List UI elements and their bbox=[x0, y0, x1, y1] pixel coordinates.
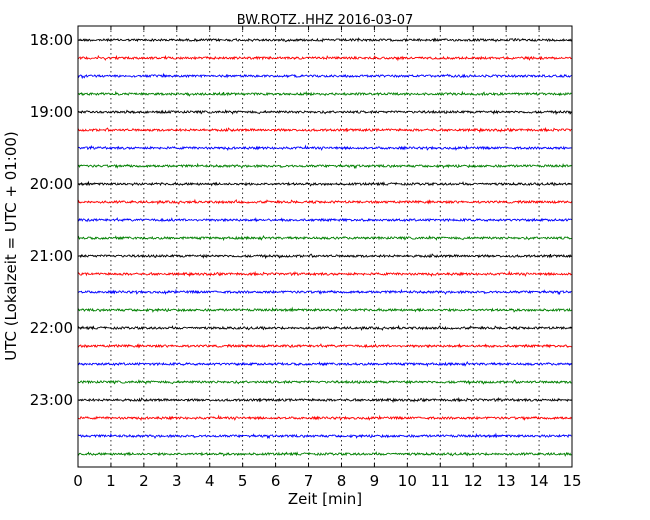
chart-title: BW.ROTZ..HHZ 2016-03-07 bbox=[237, 13, 413, 28]
x-axis: 0 1 2 3 4 5 6 7 8 9 10 11 12 13 14 15 bbox=[73, 26, 582, 490]
x-tick-label: 4 bbox=[205, 472, 215, 490]
trace-2130 bbox=[77, 288, 572, 296]
trace-2015 bbox=[77, 198, 572, 205]
y-axis: 18:00 19:00 20:00 21:00 22:00 23:00 bbox=[30, 31, 572, 409]
x-tick-label: 15 bbox=[562, 472, 581, 490]
y-tick-label: 22:00 bbox=[30, 319, 73, 337]
trace-1900 bbox=[77, 109, 572, 116]
x-tick-label: 8 bbox=[337, 472, 347, 490]
trace-2300 bbox=[77, 396, 572, 404]
x-tick-label: 13 bbox=[497, 472, 516, 490]
trace-1830 bbox=[77, 72, 572, 80]
trace-1945 bbox=[77, 162, 572, 170]
x-tick-label: 0 bbox=[73, 472, 83, 490]
trace-1815 bbox=[77, 54, 572, 62]
trace-2200 bbox=[77, 324, 572, 331]
trace-2215 bbox=[77, 343, 572, 349]
trace-1930 bbox=[77, 144, 572, 152]
trace-1845 bbox=[77, 90, 572, 97]
x-tick-label: 2 bbox=[139, 472, 149, 490]
y-tick-label: 21:00 bbox=[30, 247, 73, 265]
trace-2330 bbox=[77, 432, 572, 440]
x-tick-label: 12 bbox=[464, 472, 483, 490]
x-tick-label: 3 bbox=[172, 472, 182, 490]
trace-2000 bbox=[77, 180, 572, 187]
y-tick-label: 18:00 bbox=[30, 31, 73, 49]
trace-2345 bbox=[77, 451, 572, 457]
trace-1800 bbox=[77, 37, 572, 43]
grid-lines bbox=[110, 26, 540, 467]
trace-1915 bbox=[77, 126, 572, 134]
y-axis-label: UTC (Lokalzeit = UTC + 01:00) bbox=[2, 131, 20, 361]
trace-2045 bbox=[77, 235, 572, 242]
plot-frame bbox=[77, 25, 573, 468]
y-tick-label: 23:00 bbox=[30, 391, 73, 409]
x-tick-label: 7 bbox=[304, 472, 314, 490]
trace-2245 bbox=[77, 379, 572, 386]
trace-2030 bbox=[77, 217, 572, 223]
seismic-traces bbox=[77, 37, 572, 457]
x-tick-label: 1 bbox=[106, 472, 116, 490]
x-tick-label: 14 bbox=[530, 472, 549, 490]
trace-2100 bbox=[77, 253, 572, 260]
trace-2145 bbox=[77, 306, 572, 313]
y-tick-label: 19:00 bbox=[30, 103, 73, 121]
trace-2115 bbox=[77, 270, 572, 278]
x-tick-label: 5 bbox=[238, 472, 248, 490]
x-axis-label: Zeit [min] bbox=[288, 490, 362, 508]
y-tick-label: 20:00 bbox=[30, 175, 73, 193]
trace-2230 bbox=[77, 361, 572, 368]
x-tick-label: 9 bbox=[370, 472, 380, 490]
x-tick-label: 6 bbox=[271, 472, 281, 490]
x-tick-label: 11 bbox=[431, 472, 450, 490]
x-tick-label: 10 bbox=[398, 472, 417, 490]
trace-2315 bbox=[77, 414, 572, 422]
